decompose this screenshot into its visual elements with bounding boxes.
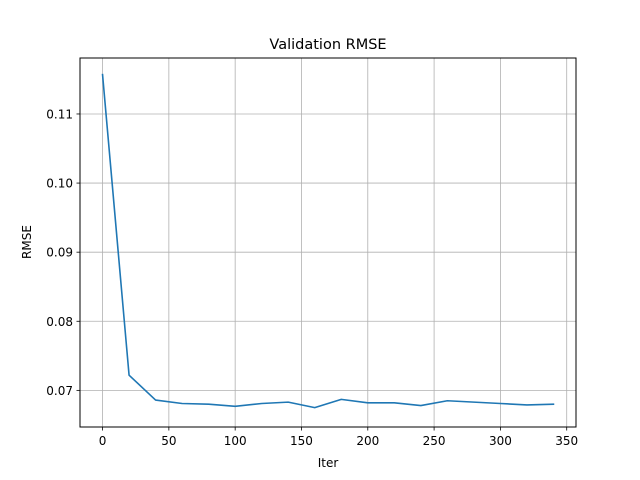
y-axis-label: RMSE xyxy=(20,225,34,259)
x-tick-label: 0 xyxy=(99,434,107,448)
y-tick-label: 0.09 xyxy=(46,246,73,260)
ticks: 0 50 100 150 200 250 300 350 0.07 0.08 0.09 0.10 0.1… xyxy=(46,107,578,448)
chart-title: Validation RMSE xyxy=(269,37,386,53)
y-tick-label: 0.07 xyxy=(46,384,73,398)
x-tick-label: 150 xyxy=(290,434,313,448)
y-tick-label: 0.08 xyxy=(46,315,73,329)
series-line xyxy=(101,73,555,409)
x-tick-label: 250 xyxy=(423,434,446,448)
x-tick-label: 350 xyxy=(555,434,578,448)
x-tick-label: 200 xyxy=(356,434,379,448)
grid xyxy=(80,58,576,427)
plot-area xyxy=(80,58,576,427)
series-layer xyxy=(101,73,555,409)
x-tick-label: 300 xyxy=(489,434,512,448)
x-tick-label: 100 xyxy=(224,434,247,448)
plot-frame xyxy=(79,57,577,428)
y-tick-label: 0.10 xyxy=(46,177,73,191)
x-tick-label: 50 xyxy=(161,434,176,448)
x-axis-label: Iter xyxy=(318,456,339,470)
y-tick-label: 0.11 xyxy=(46,107,73,121)
